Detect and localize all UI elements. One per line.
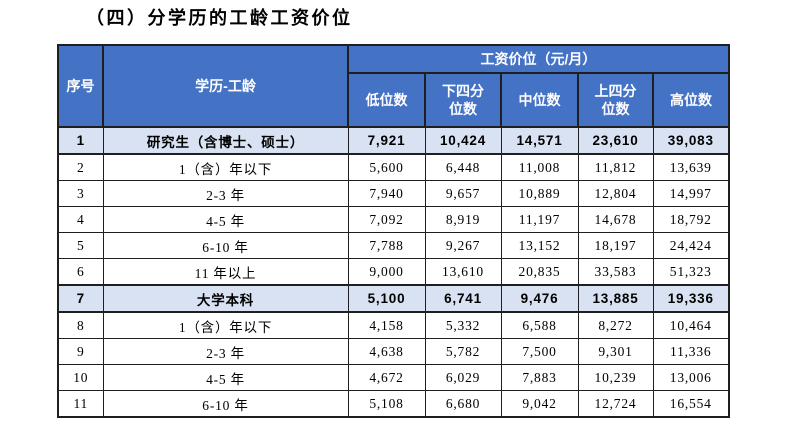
cell-high: 18,792 [652, 206, 730, 233]
page-title: （四）分学历的工龄工资价位 [86, 8, 353, 28]
cell-lower-quartile: 6,741 [424, 284, 502, 313]
table-row: 8 1（含）年以下 4,158 5,332 6,588 8,272 10,464 [57, 311, 730, 339]
cell-low: 5,108 [347, 390, 426, 418]
cell-median: 7,500 [500, 338, 579, 365]
cell-median: 11,197 [500, 206, 579, 233]
cell-high: 19,336 [652, 284, 730, 313]
row-index: 6 [57, 258, 104, 286]
table-row: 1 研究生（含博士、硕士） 7,921 10,424 14,571 23,610… [57, 126, 730, 155]
cell-low: 7,092 [347, 206, 426, 233]
row-index: 2 [57, 153, 104, 181]
row-index: 8 [57, 311, 104, 339]
cell-low: 4,672 [347, 364, 426, 391]
cell-lower-quartile: 6,680 [424, 390, 502, 418]
table-row: 9 2-3 年 4,638 5,782 7,500 9,301 11,336 [57, 338, 730, 365]
cell-high: 13,639 [652, 153, 730, 181]
cell-lower-quartile: 13,610 [424, 258, 502, 286]
row-index: 1 [57, 126, 104, 155]
cell-upper-quartile: 12,804 [577, 180, 654, 207]
cell-low: 4,638 [347, 338, 426, 365]
cell-upper-quartile: 10,239 [577, 364, 654, 391]
cell-low: 7,788 [347, 232, 426, 259]
cell-median: 9,042 [500, 390, 579, 418]
row-label: 6-10 年 [102, 232, 349, 259]
cell-median: 10,889 [500, 180, 579, 207]
row-label: 2-3 年 [102, 338, 349, 365]
cell-upper-quartile: 23,610 [577, 126, 654, 155]
cell-median: 14,571 [500, 126, 579, 155]
cell-median: 7,883 [500, 364, 579, 391]
row-label: 11 年以上 [102, 258, 349, 286]
cell-lower-quartile: 8,919 [424, 206, 502, 233]
row-label: 1（含）年以下 [102, 311, 349, 339]
cell-upper-quartile: 13,885 [577, 284, 654, 313]
cell-high: 24,424 [652, 232, 730, 259]
table-row: 7 大学本科 5,100 6,741 9,476 13,885 19,336 [57, 284, 730, 313]
row-label: 大学本科 [102, 284, 349, 313]
cell-high: 10,464 [652, 311, 730, 339]
row-label: 1（含）年以下 [102, 153, 349, 181]
row-index: 3 [57, 180, 104, 207]
cell-lower-quartile: 9,657 [424, 180, 502, 207]
table-row: 6 11 年以上 9,000 13,610 20,835 33,583 51,3… [57, 258, 730, 286]
table-row: 11 6-10 年 5,108 6,680 9,042 12,724 16,55… [57, 390, 730, 418]
row-label: 2-3 年 [102, 180, 349, 207]
row-label: 4-5 年 [102, 206, 349, 233]
cell-upper-quartile: 8,272 [577, 311, 654, 339]
cell-upper-quartile: 33,583 [577, 258, 654, 286]
wage-table: 序号 学历-工龄 工资价位（元/月） 低位数 下四分 位数 中位数 上四分 位数… [57, 44, 730, 418]
cell-high: 39,083 [652, 126, 730, 155]
col-header-median: 中位数 [500, 72, 579, 128]
cell-low: 7,921 [347, 126, 426, 155]
row-label: 4-5 年 [102, 364, 349, 391]
cell-lower-quartile: 5,332 [424, 311, 502, 339]
cell-high: 13,006 [652, 364, 730, 391]
row-index: 7 [57, 284, 104, 313]
col-header-no: 序号 [57, 44, 104, 128]
cell-high: 11,336 [652, 338, 730, 365]
col-header-lower-quartile: 下四分 位数 [424, 72, 502, 128]
cell-median: 13,152 [500, 232, 579, 259]
cell-lower-quartile: 9,267 [424, 232, 502, 259]
cell-lower-quartile: 6,448 [424, 153, 502, 181]
cell-upper-quartile: 9,301 [577, 338, 654, 365]
cell-low: 9,000 [347, 258, 426, 286]
row-index: 5 [57, 232, 104, 259]
cell-upper-quartile: 18,197 [577, 232, 654, 259]
col-header-high: 高位数 [652, 72, 730, 128]
cell-median: 20,835 [500, 258, 579, 286]
row-index: 9 [57, 338, 104, 365]
table-row: 2 1（含）年以下 5,600 6,448 11,008 11,812 13,6… [57, 153, 730, 181]
table-row: 10 4-5 年 4,672 6,029 7,883 10,239 13,006 [57, 364, 730, 391]
row-label: 研究生（含博士、硕士） [102, 126, 349, 155]
cell-low: 5,600 [347, 153, 426, 181]
col-header-wage-group: 工资价位（元/月） [347, 44, 730, 74]
row-label: 6-10 年 [102, 390, 349, 418]
cell-low: 7,940 [347, 180, 426, 207]
cell-lower-quartile: 6,029 [424, 364, 502, 391]
row-index: 10 [57, 364, 104, 391]
table-row: 3 2-3 年 7,940 9,657 10,889 12,804 14,997 [57, 180, 730, 207]
cell-high: 16,554 [652, 390, 730, 418]
cell-low: 5,100 [347, 284, 426, 313]
cell-high: 51,323 [652, 258, 730, 286]
row-index: 4 [57, 206, 104, 233]
col-header-category: 学历-工龄 [102, 44, 349, 128]
cell-low: 4,158 [347, 311, 426, 339]
cell-median: 11,008 [500, 153, 579, 181]
col-header-low: 低位数 [347, 72, 426, 128]
col-header-upper-quartile: 上四分 位数 [577, 72, 654, 128]
cell-upper-quartile: 14,678 [577, 206, 654, 233]
row-index: 11 [57, 390, 104, 418]
cell-high: 14,997 [652, 180, 730, 207]
cell-lower-quartile: 5,782 [424, 338, 502, 365]
table-row: 4 4-5 年 7,092 8,919 11,197 14,678 18,792 [57, 206, 730, 233]
cell-lower-quartile: 10,424 [424, 126, 502, 155]
table-row: 5 6-10 年 7,788 9,267 13,152 18,197 24,42… [57, 232, 730, 259]
cell-upper-quartile: 12,724 [577, 390, 654, 418]
cell-upper-quartile: 11,812 [577, 153, 654, 181]
cell-median: 6,588 [500, 311, 579, 339]
cell-median: 9,476 [500, 284, 579, 313]
